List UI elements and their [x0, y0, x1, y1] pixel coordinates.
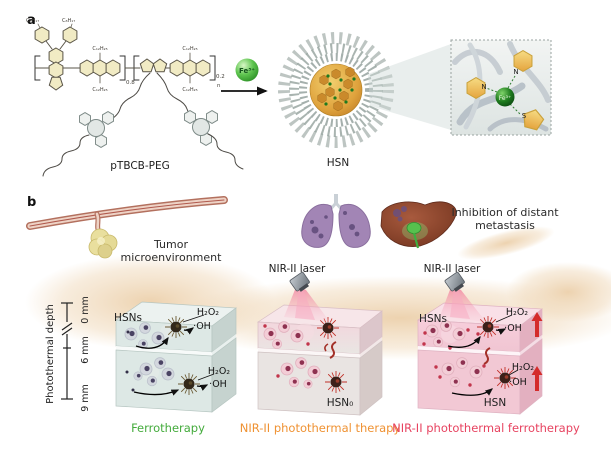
therapy-label-photothermal-ferrotherapy: NIR-II photothermal ferrotherapy [392, 421, 580, 435]
particle-name-label: HSN [484, 397, 506, 409]
laser-beam-core [450, 288, 470, 319]
oh-label: ·OH [193, 321, 211, 332]
liver-metastases [393, 206, 407, 222]
gallbladder [406, 222, 422, 234]
increase-arrow [531, 312, 543, 337]
heat-wave [329, 341, 337, 359]
h2o2-label: H₂O₂ [506, 307, 528, 318]
oh-label: ·OH [209, 379, 227, 390]
fe-ion-inset [495, 87, 515, 107]
tumor-icon [88, 228, 118, 259]
block-photothermal-ferrotherapy: H₂O₂ ·OH H₂O₂ ·OH HSNs HSN NIR-II photot… [392, 302, 580, 435]
h2o2-label: H₂O₂ [512, 362, 534, 373]
tumor-caption-line1: Tumor [153, 238, 188, 251]
side-chain-label: C₁₂H₂₅ [182, 46, 197, 52]
atom-n-label: N [481, 83, 486, 91]
tumor-caption-line2: microenvironment [121, 251, 223, 264]
lungs-icon [301, 194, 371, 248]
block-ratio: 0.2 [216, 74, 225, 80]
coordination-bonds [485, 75, 521, 115]
oh-label: ·OH [504, 323, 522, 334]
therapy-label-photothermal: NIR-II photothermal therapy [240, 421, 401, 435]
heat-wave [324, 343, 329, 352]
axis-tick-0mm: 0 mm [80, 296, 91, 324]
axis-break [61, 322, 73, 331]
atom-n-label: N [513, 68, 518, 76]
hsn-particle [177, 372, 201, 396]
block-ferrotherapy: H₂O₂ ·OH H₂O₂ ·OH HSNs Ferrotherapy [114, 301, 237, 435]
particle-name-label: HSNs [419, 313, 447, 325]
liver-icon [380, 201, 457, 249]
repeat-unit: n [217, 83, 221, 89]
product-label: HSN [327, 157, 349, 169]
depth-axis: 0 mm 6 mm 9 mm Photothermal depth [45, 296, 91, 412]
lung-metastases [310, 211, 360, 239]
axis-tick-6mm: 6 mm [80, 336, 91, 364]
laser-label-right: NIR-II laser [424, 263, 481, 275]
laser-device-icon [444, 271, 465, 292]
laser-device-icon [289, 271, 310, 292]
side-chain-label: C₁₂H₂₅ [182, 87, 197, 93]
blood-vessel [26, 196, 228, 237]
increase-arrow [531, 366, 543, 391]
polymer-structure: C₈H₁₇ C₈H₁₇ C₁₂H₂₅ C₁₂H₂₅ 0.8 [26, 18, 244, 177]
fe-ion: Fe³⁺ [235, 58, 259, 82]
panel-a: a C₈H₁₇ C₈H₁₇ C₁₂H₂₅ C₁₂H [26, 13, 552, 177]
side-chain-label: C₈H₁₇ [62, 18, 75, 24]
laser-beam-core [295, 288, 315, 320]
metastasis-caption-line2: metastasis [475, 219, 535, 232]
h2o2-label: H₂O₂ [197, 307, 219, 318]
panel-b-label: b [27, 195, 36, 210]
axis-title: Photothermal depth [45, 304, 56, 404]
fe-ion-label: Fe³⁺ [239, 67, 255, 75]
axis-break [61, 327, 73, 336]
zoom-inset: Fe³⁺ N N S [450, 39, 552, 136]
heat-wave [483, 347, 491, 365]
therapy-label-ferrotherapy: Ferrotherapy [131, 421, 205, 435]
peg-linker-ring-left [79, 111, 114, 148]
core-fe-dots [324, 74, 356, 106]
zoom-cone [368, 44, 451, 130]
block-ratio: 0.8 [126, 80, 135, 86]
hsn-nanoparticle: HSN [278, 32, 394, 169]
laser-label-center: NIR-II laser [269, 263, 326, 275]
panel-b: b Tumor microenvironment [25, 194, 611, 435]
metastasis-caption-line1: Inhibition of distant [451, 206, 559, 219]
peg-linker-ring-right [183, 110, 219, 146]
side-chain-label: C₈H₁₇ [26, 18, 39, 24]
oh-label: ·OH [509, 377, 527, 388]
particle-name-label: HSN₀ [327, 397, 354, 409]
axis-tick-9mm: 9 mm [80, 384, 91, 412]
hsn-particle [164, 315, 188, 339]
h2o2-label: H₂O₂ [208, 366, 230, 377]
panel-a-label: a [27, 13, 36, 28]
hsn0-particle [324, 370, 348, 394]
bile-duct [412, 232, 420, 249]
side-chain-label: C₁₂H₂₅ [92, 87, 107, 93]
side-chain-label: C₁₂H₂₅ [92, 46, 107, 52]
block-photothermal: HSN₀ NIR-II photothermal therapy [240, 304, 401, 435]
particle-name-label: HSNs [114, 312, 142, 324]
atom-s-label: S [522, 112, 527, 120]
polymer-name: pTBCB-PEG [110, 160, 170, 172]
fe-ion-inset-label: Fe³⁺ [499, 95, 511, 102]
